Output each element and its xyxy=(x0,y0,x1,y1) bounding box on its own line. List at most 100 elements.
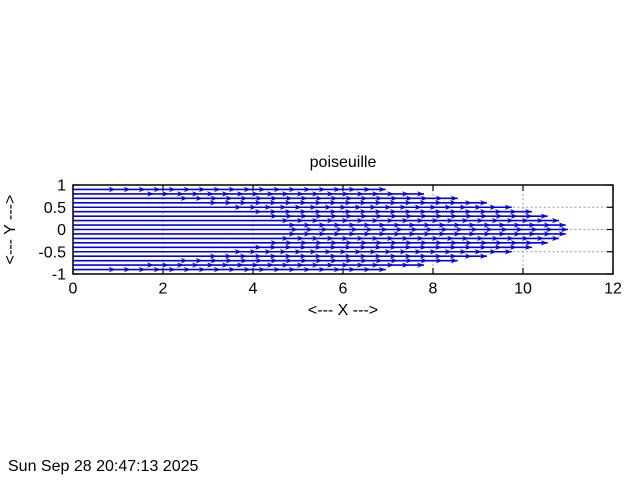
vector-arrowhead xyxy=(371,217,379,224)
vector-arrowhead xyxy=(348,222,356,228)
vector-arrowhead xyxy=(234,204,242,210)
vector-arrowhead xyxy=(405,213,413,219)
vector-arrowhead xyxy=(300,213,308,219)
vector-arrowhead xyxy=(489,204,497,210)
vector-arrowhead xyxy=(506,235,514,242)
chart-title: poiseuille xyxy=(310,154,377,171)
vector-arrowhead xyxy=(420,257,428,264)
vector-arrowhead xyxy=(359,253,367,259)
vector-arrowhead xyxy=(536,235,544,242)
vector-arrowhead xyxy=(494,209,502,215)
vector-arrowhead xyxy=(288,231,296,237)
vector-arrowhead xyxy=(435,195,443,202)
y-tick-label: 0 xyxy=(57,222,66,239)
vector-arrowhead xyxy=(558,231,566,237)
vector-arrowhead xyxy=(300,195,308,202)
vector-arrowhead xyxy=(221,262,229,268)
vector-arrowhead xyxy=(315,195,323,202)
vector-arrowhead xyxy=(431,217,439,224)
vector-arrowhead xyxy=(465,240,473,246)
vector-arrowhead xyxy=(359,200,367,206)
vector-arrowhead xyxy=(273,186,281,193)
vector-arrowhead xyxy=(270,244,277,250)
vector-arrowhead xyxy=(210,257,218,264)
vector-arrowhead xyxy=(180,257,188,264)
vector-arrowhead xyxy=(273,266,281,273)
vector-arrowhead xyxy=(369,204,377,210)
vector-arrowhead xyxy=(297,235,304,242)
vector-arrowhead xyxy=(401,191,409,197)
vector-arrowhead xyxy=(468,231,476,237)
x-tick-labels: 0 2 4 6 8 10 12 xyxy=(69,281,622,298)
vector-arrowhead xyxy=(393,231,401,237)
vector-arrowhead xyxy=(543,222,551,228)
vector-arrowhead xyxy=(234,249,242,255)
vector-arrowhead xyxy=(374,253,382,259)
vector-arrowhead xyxy=(476,217,484,224)
vector-arrowhead xyxy=(195,195,203,202)
vector-arrowhead xyxy=(284,244,292,250)
vector-arrowhead xyxy=(224,253,232,259)
vector-arrowhead xyxy=(453,222,461,228)
vector-arrowhead xyxy=(243,186,251,193)
vector-arrowhead xyxy=(378,186,386,193)
vector-arrowhead xyxy=(330,240,338,246)
vector-arrowhead xyxy=(389,200,397,206)
vector-arrowhead xyxy=(530,226,538,233)
vector-arrowhead xyxy=(318,266,326,273)
vector-arrowhead xyxy=(495,213,503,219)
vector-arrowhead xyxy=(264,249,272,255)
vector-arrowhead xyxy=(225,195,233,202)
vector-arrowhead xyxy=(390,240,398,246)
vector-arrowhead xyxy=(326,191,334,197)
vector-arrowhead xyxy=(314,253,322,259)
vector-arrowhead xyxy=(320,226,328,233)
vector-arrowhead xyxy=(504,249,512,255)
vector-arrowhead xyxy=(540,240,548,246)
vector-arrowhead xyxy=(453,231,461,237)
vector-arrowhead xyxy=(560,226,568,233)
vector-arrowhead xyxy=(254,253,262,259)
vector-arrowhead xyxy=(401,262,409,268)
vector-arrowhead xyxy=(350,226,358,233)
vector-arrowhead xyxy=(213,266,221,273)
vector-arrowhead xyxy=(360,257,368,264)
vector-arrowhead xyxy=(333,231,341,237)
vector-arrowhead xyxy=(476,235,484,242)
vector-arrowhead xyxy=(525,240,533,246)
vector-arrowhead xyxy=(506,217,514,224)
vector-arrowhead xyxy=(294,204,302,210)
vector-arrowhead xyxy=(479,209,487,215)
vector-arrowhead xyxy=(303,231,311,237)
vector-arrowhead xyxy=(521,217,529,224)
vector-arrowhead xyxy=(459,249,467,255)
vector-arrowhead xyxy=(270,257,278,264)
y-tick-label: -0.5 xyxy=(38,244,66,261)
vector-arrowhead xyxy=(429,249,437,255)
vector-arrowhead xyxy=(314,200,322,206)
vector-arrowhead xyxy=(450,195,458,202)
vector-arrowhead xyxy=(329,244,337,250)
vector-arrowhead xyxy=(255,244,262,250)
vector-arrowhead xyxy=(543,231,551,237)
vector-arrowhead xyxy=(470,226,478,233)
vector-arrowhead xyxy=(528,222,536,228)
vector-arrowhead xyxy=(299,209,307,215)
vector-arrowhead xyxy=(210,200,217,206)
vector-arrowhead xyxy=(123,266,131,273)
x-tick-label: 0 xyxy=(69,281,78,298)
vector-arrowhead xyxy=(509,244,517,250)
vector-arrowhead xyxy=(147,191,154,197)
vector-arrowhead xyxy=(249,249,257,255)
vector-arrowhead xyxy=(153,266,161,273)
vector-arrowhead xyxy=(408,231,416,237)
vector-arrowhead xyxy=(449,209,457,215)
vector-arrowhead xyxy=(315,240,323,246)
vector-arrowhead xyxy=(420,240,428,246)
vector-arrowhead xyxy=(303,222,311,228)
vector-arrowhead xyxy=(239,253,247,259)
vector-arrowhead xyxy=(429,204,437,210)
vector-arrowhead xyxy=(291,226,298,233)
vector-arrowhead xyxy=(288,266,296,273)
vector-arrowhead xyxy=(210,195,218,202)
